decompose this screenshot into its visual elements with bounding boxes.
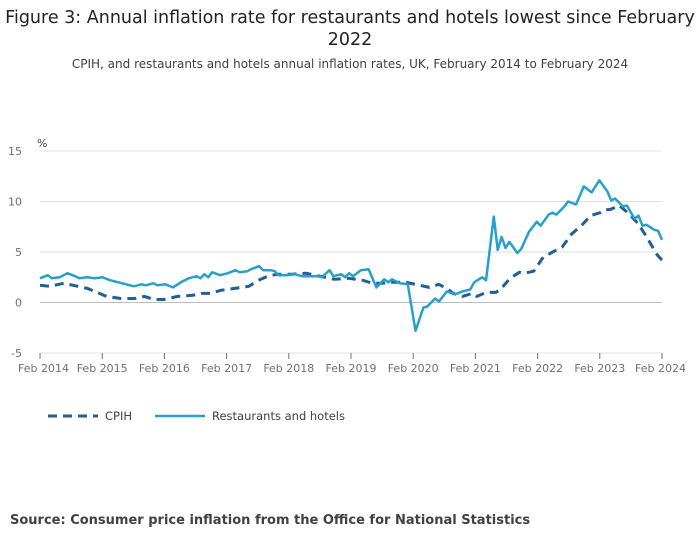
- x-tick-label: Feb 2020: [388, 362, 439, 375]
- series-lines: [39, 179, 664, 333]
- y-axis-ticks: -5 0 5 10 15: [8, 145, 22, 360]
- y-tick-label: 15: [8, 145, 22, 158]
- x-tick-label: Feb 2017: [201, 362, 252, 375]
- source-note: Source: Consumer price inflation from th…: [10, 513, 531, 528]
- x-tick-label: Feb 2023: [574, 362, 625, 375]
- chart-title: Figure 3: Annual inflation rate for rest…: [5, 8, 695, 50]
- x-axis-ticks: Feb 2014 Feb 2015 Feb 2016 Feb 2017 Feb 2018…: [18, 353, 686, 375]
- y-axis-label: %: [37, 137, 47, 150]
- x-tick-label: Feb 2019: [326, 362, 377, 375]
- x-tick-label: Feb 2016: [139, 362, 190, 375]
- y-tick-label: -5: [11, 347, 22, 360]
- legend-label: Restaurants and hotels: [212, 409, 345, 423]
- x-tick-label: Feb 2014: [18, 362, 69, 375]
- series-line-restaurants-and-hotels: [39, 179, 664, 333]
- y-tick-label: 0: [15, 297, 22, 310]
- x-tick-label: Feb 2018: [263, 362, 314, 375]
- grid-lines: [40, 150, 662, 354]
- chart-subtitle: CPIH, and restaurants and hotels annual …: [71, 57, 629, 71]
- legend: CPIH Restaurants and hotels: [48, 409, 345, 423]
- x-tick-label: Feb 2024: [635, 362, 686, 375]
- y-tick-label: 10: [8, 196, 22, 209]
- series-line-cpih: [39, 204, 664, 301]
- x-tick-label: Feb 2021: [450, 362, 501, 375]
- legend-label: CPIH: [105, 409, 132, 423]
- y-tick-label: 5: [15, 246, 22, 259]
- x-tick-label: Feb 2022: [512, 362, 563, 375]
- x-tick-label: Feb 2015: [77, 362, 128, 375]
